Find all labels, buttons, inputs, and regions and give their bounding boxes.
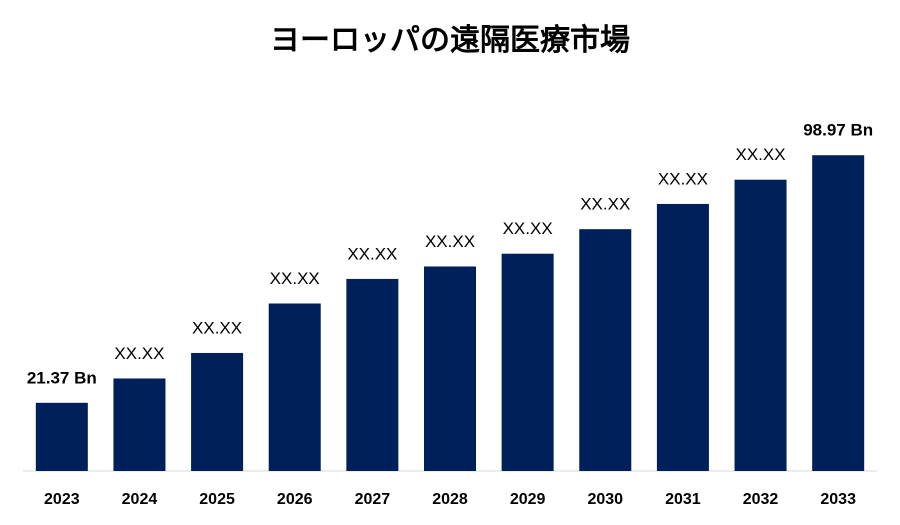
x-tick-label: 2028 <box>432 491 468 508</box>
x-tick-label: 2031 <box>665 491 701 508</box>
value-label: XX.XX <box>735 145 785 164</box>
value-label: 98.97 Bn <box>803 121 873 140</box>
x-tick-label: 2024 <box>122 491 158 508</box>
value-label: XX.XX <box>425 232 475 251</box>
value-label: XX.XX <box>347 244 397 263</box>
x-tick-label: 2025 <box>199 491 235 508</box>
bar <box>35 402 88 471</box>
chart-title: ヨーロッパの遠隔医療市場 <box>270 23 630 57</box>
bar <box>423 266 477 471</box>
x-tick-label: 2023 <box>44 491 80 508</box>
bar <box>268 303 321 471</box>
bar <box>346 278 399 471</box>
bar <box>113 378 166 471</box>
bar <box>501 253 554 471</box>
bar <box>734 179 787 471</box>
value-label: XX.XX <box>503 219 553 238</box>
bar <box>579 229 632 471</box>
value-label: XX.XX <box>658 169 708 188</box>
value-label: XX.XX <box>580 195 630 214</box>
value-label: XX.XX <box>270 269 320 288</box>
x-tick-label: 2030 <box>587 491 623 508</box>
bar <box>191 352 244 471</box>
bar <box>656 203 709 471</box>
value-label: XX.XX <box>192 318 242 337</box>
bar <box>812 155 865 471</box>
x-tick-label: 2026 <box>277 491 313 508</box>
x-tick-label: 2029 <box>510 491 546 508</box>
x-tick-label: 2033 <box>820 491 856 508</box>
value-label: XX.XX <box>114 344 164 363</box>
value-label: 21.37 Bn <box>27 368 97 387</box>
x-tick-label: 2032 <box>743 491 779 508</box>
x-tick-label: 2027 <box>355 491 391 508</box>
